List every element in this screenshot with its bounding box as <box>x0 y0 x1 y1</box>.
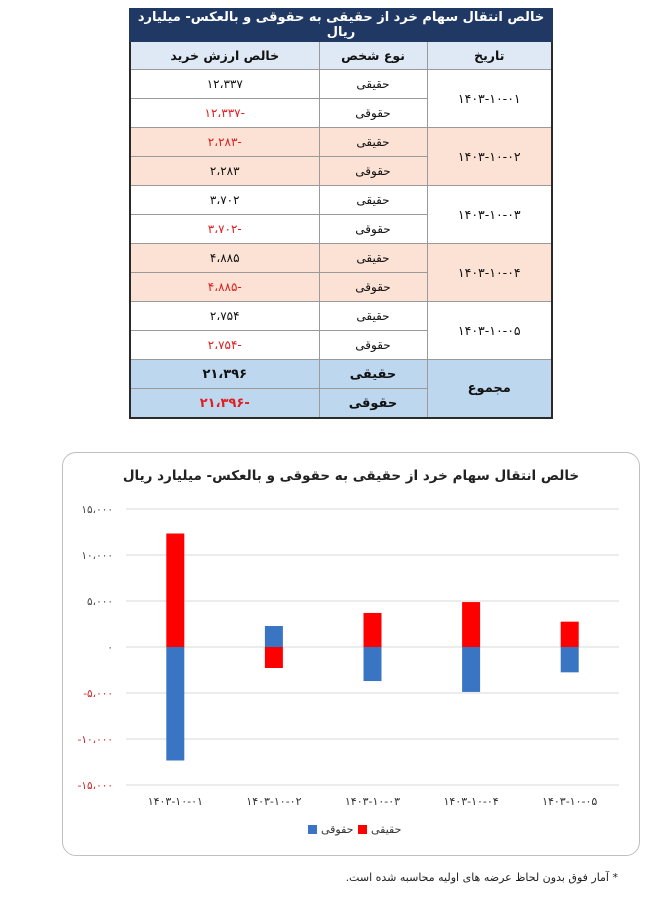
legend-label-haghighi: حقیقی <box>371 823 401 836</box>
cell-net-value: -۲،۲۸۳ <box>129 127 320 157</box>
net-transfer-table: خالص انتقال سهام خرد از حقیقی به حقوقی و… <box>128 8 554 419</box>
bar-hoghooghi-3 <box>363 647 382 682</box>
header-date: تاریخ <box>426 40 553 70</box>
bar-chart: خالص انتقال سهام خرد از حقیقی به حقوقی و… <box>78 468 619 836</box>
y-tick-label: ۰ <box>107 642 113 654</box>
cell-net-value: ۲۱،۳۹۶ <box>129 359 320 389</box>
table-row: ۱۴۰۳-۱۰-۰۲ حقیقی -۲،۲۸۳ <box>129 127 553 186</box>
cell-date: ۱۴۰۳-۱۰-۰۵ <box>426 301 553 360</box>
x-tick-label: ۱۴۰۳-۱۰-۰۵ <box>542 795 597 808</box>
bar-haghighi-3 <box>363 612 382 647</box>
table-row: حقوقی -۱۲،۳۳۷ <box>129 98 552 128</box>
cell-net-value: ۲،۷۵۴ <box>129 301 320 331</box>
x-tick-label: ۱۴۰۳-۱۰-۰۳ <box>345 795 400 808</box>
table-row: ۱۴۰۳-۱۰-۰۵ حقیقی ۲،۷۵۴ <box>129 301 553 360</box>
table-title: خالص انتقال سهام خرد از حقیقی به حقوقی و… <box>128 8 554 42</box>
cell-net-value: -۲۱،۳۹۶ <box>129 388 320 419</box>
y-tick-label: -۱۰،۰۰۰ <box>78 734 113 746</box>
cell-net-value: ۱۲،۳۳۷ <box>129 69 320 99</box>
table-body: ۱۴۰۳-۱۰-۰۱ حقیقی ۱۲،۳۳۷ حقوقی -۱۲،۳۳۷ ۱۴۰۳-۱۰… <box>129 69 553 419</box>
table-total-row: حقوقی -۲۱،۳۹۶ <box>129 388 552 419</box>
y-tick-label: -۱۵،۰۰۰ <box>78 780 113 792</box>
cell-net-value: -۱۲،۳۳۷ <box>129 98 320 128</box>
table-row: حقوقی ۲،۲۸۳ <box>129 156 552 186</box>
table-row: حقوقی -۲،۷۵۴ <box>129 330 552 360</box>
bar-haghighi-5 <box>560 621 579 647</box>
table-row: حقوقی -۳،۷۰۲ <box>129 214 552 244</box>
y-tick-label: ۱۵،۰۰۰ <box>81 504 113 516</box>
table-row: ۱۴۰۳-۱۰-۰۴ حقیقی ۴،۸۸۵ <box>129 243 553 302</box>
cell-person-type: حقوقی <box>318 156 428 186</box>
cell-net-value: ۴،۸۸۵ <box>129 243 320 273</box>
bar-hoghooghi-1 <box>166 647 185 761</box>
header-person-type: نوع شخص <box>318 40 428 70</box>
cell-net-value: -۴،۸۸۵ <box>129 272 320 302</box>
y-tick-label: ۵،۰۰۰ <box>87 596 113 608</box>
cell-person-type: حقوقی <box>318 388 428 419</box>
legend-label-hoghooghi: حقوقی <box>321 823 353 836</box>
cell-person-type: حقوقی <box>318 330 428 360</box>
bar-hoghooghi-4 <box>462 647 481 692</box>
cell-net-value: -۲،۷۵۴ <box>129 330 320 360</box>
cell-person-type: حقیقی <box>318 69 428 99</box>
header-net-value: خالص ارزش خرید <box>129 40 320 70</box>
legend-swatch-hoghooghi <box>308 825 317 834</box>
cell-date: ۱۴۰۳-۱۰-۰۱ <box>426 69 553 128</box>
table-row: حقوقی -۴،۸۸۵ <box>129 272 552 302</box>
cell-person-type: حقیقی <box>318 243 428 273</box>
chart-title: خالص انتقال سهام خرد از حقیقی به حقوقی و… <box>123 468 579 484</box>
cell-person-type: حقیقی <box>318 301 428 331</box>
cell-net-value: -۳،۷۰۲ <box>129 214 320 244</box>
bar-haghighi-1 <box>166 533 185 647</box>
cell-person-type: حقیقی <box>318 185 428 215</box>
bar-hoghooghi-2 <box>264 625 283 647</box>
bar-haghighi-2 <box>264 647 283 669</box>
cell-date: ۱۴۰۳-۱۰-۰۴ <box>426 243 553 302</box>
table-row: ۱۴۰۳-۱۰-۰۳ حقیقی ۳،۷۰۲ <box>129 185 553 244</box>
legend-swatch-haghighi <box>358 825 367 834</box>
cell-date: ۱۴۰۳-۱۰-۰۲ <box>426 127 553 186</box>
cell-person-type: حقوقی <box>318 214 428 244</box>
x-tick-label: ۱۴۰۳-۱۰-۰۱ <box>148 795 203 808</box>
cell-person-type: حقیقی <box>318 359 428 389</box>
table-total-row: مجموع حقیقی ۲۱،۳۹۶ <box>129 359 553 419</box>
cell-date: ۱۴۰۳-۱۰-۰۳ <box>426 185 553 244</box>
x-tick-label: ۱۴۰۳-۱۰-۰۲ <box>246 795 301 808</box>
cell-person-type: حقیقی <box>318 127 428 157</box>
footnote: * آمار فوق بدون لحاظ عرضه های اولیه محاس… <box>345 871 618 884</box>
cell-total-label: مجموع <box>426 359 553 419</box>
cell-person-type: حقوقی <box>318 272 428 302</box>
bar-hoghooghi-5 <box>560 647 579 673</box>
cell-person-type: حقوقی <box>318 98 428 128</box>
cell-net-value: ۳،۷۰۲ <box>129 185 320 215</box>
table-row: ۱۴۰۳-۱۰-۰۱ حقیقی ۱۲،۳۳۷ <box>129 69 553 128</box>
bar-haghighi-4 <box>462 602 481 647</box>
x-tick-label: ۱۴۰۳-۱۰-۰۴ <box>443 795 498 808</box>
chart-panel: خالص انتقال سهام خرد از حقیقی به حقوقی و… <box>62 452 640 856</box>
y-tick-label: -۵،۰۰۰ <box>83 688 113 700</box>
cell-net-value: ۲،۲۸۳ <box>129 156 320 186</box>
y-tick-label: ۱۰،۰۰۰ <box>81 550 113 562</box>
